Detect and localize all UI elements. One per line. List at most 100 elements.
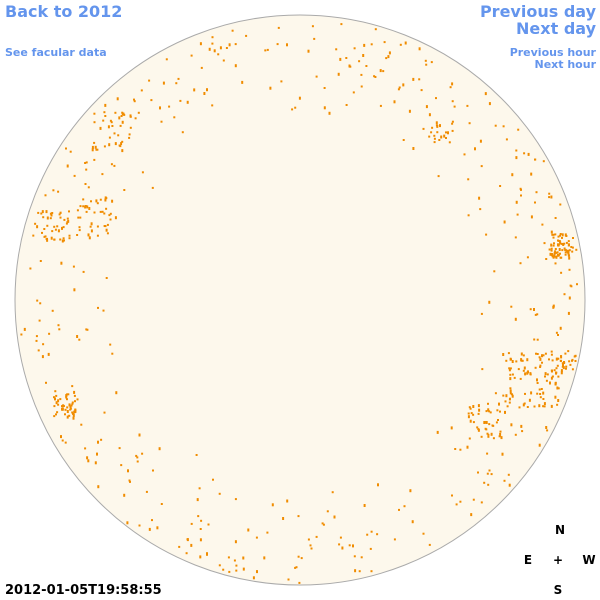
facular-dot	[555, 251, 558, 254]
next-hour-link[interactable]: Next hour	[535, 58, 597, 71]
facular-dot	[128, 479, 131, 482]
facular-dot	[91, 145, 94, 149]
facular-dot	[108, 214, 111, 217]
facular-dot	[348, 544, 351, 547]
facular-dot	[514, 236, 517, 239]
facular-dot	[487, 408, 490, 412]
facular-dot	[235, 564, 238, 567]
facular-dot	[555, 367, 558, 370]
facular-dot	[106, 223, 109, 226]
facular-dot	[53, 225, 56, 228]
facular-dot	[298, 581, 301, 584]
previous-day-link[interactable]: Previous day	[480, 2, 597, 21]
facular-dot	[510, 358, 512, 361]
facular-dot	[499, 432, 502, 436]
facular-dot	[294, 566, 297, 569]
facular-dot	[158, 447, 161, 451]
facular-dot	[549, 381, 551, 385]
facular-dot	[74, 408, 77, 411]
facular-dot	[505, 359, 508, 362]
back-link[interactable]: Back to 2012	[5, 2, 122, 21]
facular-dot	[536, 353, 539, 355]
facular-dot	[443, 134, 446, 138]
facular-dot	[101, 210, 104, 213]
facular-dot	[266, 48, 269, 51]
facular-dot	[121, 120, 124, 124]
facular-dot	[557, 387, 560, 390]
facular-dot	[340, 23, 343, 26]
facular-link[interactable]: See facular data	[5, 46, 107, 59]
facular-dot	[538, 443, 541, 447]
facular-dot	[561, 362, 564, 365]
facular-dot	[54, 397, 56, 401]
facular-dot	[297, 515, 300, 518]
facular-dot	[486, 472, 489, 475]
facular-dot	[269, 86, 272, 90]
facular-dot	[477, 471, 479, 474]
previous-hour-link[interactable]: Previous hour	[510, 46, 597, 59]
facular-dot	[120, 464, 123, 467]
facular-dot	[67, 393, 70, 396]
facular-dot	[300, 557, 303, 560]
facular-dot	[398, 508, 400, 511]
facular-dot	[554, 217, 557, 219]
compass-east: E	[524, 553, 532, 567]
facular-dot	[474, 147, 476, 151]
facular-dot	[542, 398, 545, 400]
facular-dot	[438, 139, 441, 141]
facular-dot	[548, 248, 551, 251]
facular-dot	[255, 536, 258, 539]
facular-dot	[337, 72, 340, 76]
facular-dot	[539, 393, 542, 395]
facular-dot	[73, 288, 76, 292]
facular-dot	[554, 248, 557, 250]
facular-dot	[520, 352, 523, 356]
facular-dot	[235, 569, 238, 572]
facular-dot	[508, 401, 511, 404]
facular-dot	[559, 359, 562, 362]
facular-dot	[137, 111, 140, 114]
facular-dot	[190, 543, 193, 547]
next-day-link[interactable]: Next day	[516, 19, 597, 38]
facular-dot	[506, 405, 509, 408]
facular-dot	[520, 358, 523, 362]
facular-dot	[565, 367, 567, 370]
facular-dot	[393, 538, 396, 541]
facular-dot	[72, 416, 75, 420]
facular-dot	[440, 135, 443, 139]
facular-dot	[571, 250, 574, 253]
facular-dot	[109, 212, 112, 215]
facular-dot	[526, 406, 529, 408]
facular-dot	[96, 202, 99, 205]
facular-dot	[88, 236, 91, 240]
facular-dot	[515, 360, 518, 363]
facular-dot	[109, 218, 112, 221]
facular-dot	[564, 251, 567, 254]
facular-dot	[225, 47, 228, 49]
facular-dot	[103, 145, 106, 148]
facular-dot	[73, 390, 76, 394]
facular-dot	[276, 43, 279, 46]
facular-dot	[430, 61, 433, 64]
facular-dot	[553, 251, 556, 255]
facular-dot	[86, 328, 89, 331]
facular-dot	[377, 483, 379, 487]
facular-dot	[554, 383, 557, 386]
facular-dot	[502, 394, 505, 397]
facular-dot	[503, 220, 506, 224]
facular-dot	[428, 543, 431, 546]
facular-dot	[568, 296, 571, 300]
facular-dot	[113, 132, 116, 135]
facular-dot	[468, 406, 471, 409]
facular-dot	[509, 397, 511, 400]
facular-dot	[39, 302, 42, 305]
facular-dot	[539, 357, 542, 361]
facular-dot	[280, 80, 283, 83]
facular-dot	[564, 233, 567, 237]
facular-dot	[518, 406, 521, 409]
facular-dot	[315, 535, 318, 538]
facular-dot	[219, 46, 222, 50]
facular-dot	[541, 354, 543, 358]
facular-dot	[99, 126, 102, 130]
facular-dot	[480, 312, 483, 315]
